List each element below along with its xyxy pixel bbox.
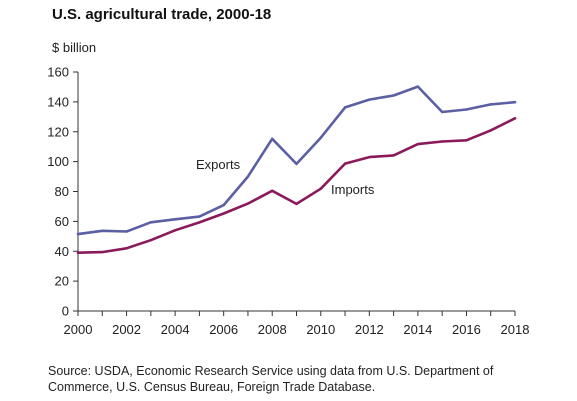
data-point-exports [246, 175, 250, 178]
x-tick-label: 2018 [501, 322, 530, 337]
data-point-imports [465, 139, 468, 142]
y-tick-label: 60 [55, 214, 69, 229]
y-tick-label: 160 [47, 65, 69, 80]
series-line-exports [76, 85, 517, 236]
data-point-imports [489, 129, 492, 132]
x-tick-label: 2008 [258, 322, 287, 337]
x-tick-label: 2000 [64, 322, 93, 337]
data-point-exports [76, 232, 80, 236]
data-point-exports [125, 230, 128, 233]
data-point-exports [173, 218, 177, 221]
data-point-imports [392, 154, 395, 157]
source-note: Source: USDA, Economic Research Service … [48, 363, 548, 395]
data-point-exports [416, 85, 420, 88]
data-point-exports [513, 100, 517, 104]
data-point-imports [440, 140, 444, 143]
series-label-exports: Exports [196, 157, 241, 172]
data-point-imports [125, 247, 128, 250]
data-point-exports [271, 137, 274, 140]
data-point-imports [271, 189, 274, 192]
data-point-exports [319, 136, 322, 139]
data-point-exports [368, 98, 371, 101]
y-tick-label: 20 [55, 274, 69, 289]
series-line-imports [76, 117, 517, 254]
data-point-imports [246, 202, 250, 205]
x-tick-label: 2002 [112, 322, 141, 337]
data-point-imports [173, 229, 177, 232]
x-tick-label: 2010 [306, 322, 335, 337]
data-point-imports [368, 155, 371, 159]
data-point-exports [465, 108, 468, 111]
x-tick-label: 2006 [209, 322, 238, 337]
y-axis-unit-label: $ billion [52, 40, 97, 55]
y-tick-label: 100 [47, 154, 69, 169]
data-point-exports [198, 215, 201, 218]
data-point-exports [343, 106, 347, 109]
y-tick-label: 0 [62, 304, 69, 319]
data-point-imports [319, 187, 322, 190]
y-tick-label: 40 [55, 244, 69, 259]
data-point-imports [198, 221, 201, 224]
data-point-imports [76, 251, 80, 254]
data-point-exports [440, 110, 444, 114]
x-tick-label: 2004 [161, 322, 190, 337]
data-point-imports [343, 162, 347, 165]
y-tick-label: 80 [55, 184, 69, 199]
chart-title: U.S. agricultural trade, 2000-18 [52, 6, 272, 23]
data-point-imports [101, 250, 104, 254]
x-tick-label: 2012 [355, 322, 384, 337]
y-tick-label: 120 [47, 124, 69, 139]
data-point-imports [295, 202, 298, 206]
data-point-exports [149, 221, 153, 224]
source-note-line-1: Source: USDA, Economic Research Service … [48, 364, 494, 378]
data-point-exports [295, 162, 298, 166]
x-tick-label: 2016 [452, 322, 481, 337]
data-point-exports [489, 103, 492, 106]
data-point-imports [149, 238, 153, 242]
source-note-line-2: Commerce, U.S. Census Bureau, Foreign Tr… [48, 380, 376, 394]
series-label-imports: Imports [331, 182, 375, 197]
data-point-imports [416, 142, 420, 146]
data-point-exports [222, 203, 225, 207]
y-tick-label: 140 [47, 94, 69, 109]
data-point-imports [222, 212, 225, 215]
x-tick-label: 2014 [403, 322, 432, 337]
data-point-exports [392, 94, 395, 97]
data-point-imports [513, 117, 517, 120]
data-point-exports [101, 229, 104, 232]
